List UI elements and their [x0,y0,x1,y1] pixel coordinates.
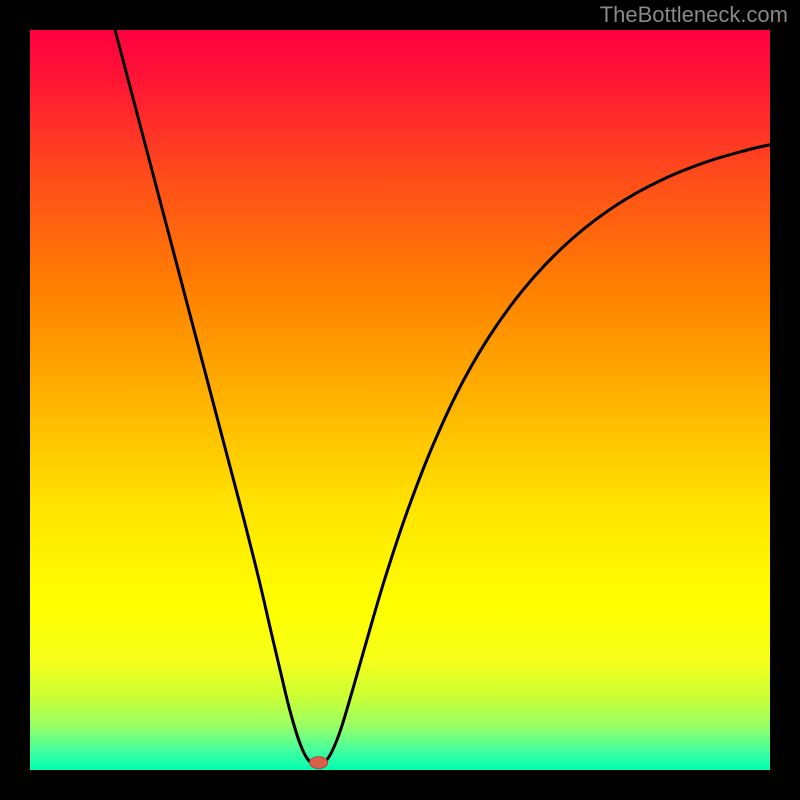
chart-container: TheBottleneck.com [0,0,800,800]
chart-svg [30,30,770,770]
watermark-text: TheBottleneck.com [600,2,788,28]
optimal-point-marker [310,757,328,769]
gradient-background [30,30,770,770]
plot-area [30,30,770,770]
